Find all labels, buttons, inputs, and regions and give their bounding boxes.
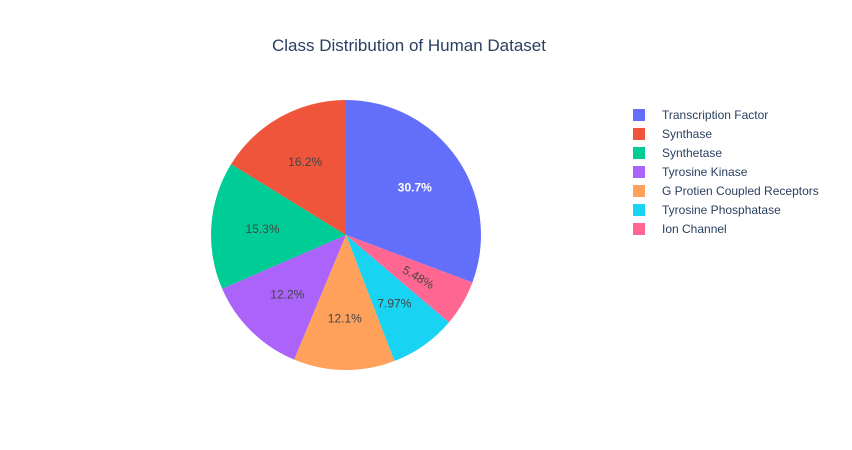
legend-label: G Protien Coupled Receptors <box>662 184 819 198</box>
legend-item-g-protien-coupled-receptors[interactable]: G Protien Coupled Receptors <box>633 184 819 198</box>
slice-label-synthetase: 15.3% <box>245 222 279 236</box>
legend-swatch <box>633 166 645 178</box>
chart-title: Class Distribution of Human Dataset <box>272 36 546 55</box>
pie-slice-synthetase[interactable] <box>211 164 346 289</box>
pie-slice-tyrosine-kinase[interactable] <box>222 235 346 360</box>
legend-label: Tyrosine Phosphatase <box>662 203 781 217</box>
legend-swatch <box>633 128 645 140</box>
legend-swatch <box>633 147 645 159</box>
slice-label-tyrosine-kinase: 12.2% <box>270 288 304 302</box>
pie-slice-tyrosine-phosphatase[interactable] <box>346 235 449 362</box>
legend-swatch <box>633 109 645 121</box>
legend-label: Transcription Factor <box>662 108 768 122</box>
legend-label: Synthase <box>662 127 712 141</box>
legend-label: Synthetase <box>662 146 722 160</box>
legend-label: Tyrosine Kinase <box>662 165 748 179</box>
legend-swatch <box>633 185 645 197</box>
legend-item-tyrosine-phosphatase[interactable]: Tyrosine Phosphatase <box>633 203 781 217</box>
pie-slice-g-protien-coupled-receptors[interactable] <box>294 235 395 370</box>
pie-slice-synthase[interactable] <box>231 100 346 235</box>
pie-slice-transcription-factor[interactable] <box>346 100 481 283</box>
pie-slices <box>211 100 481 370</box>
legend-label: Ion Channel <box>662 222 727 236</box>
legend-item-transcription-factor[interactable]: Transcription Factor <box>633 108 768 122</box>
slice-label-tyrosine-phosphatase: 7.97% <box>377 296 411 310</box>
legend-swatch <box>633 223 645 235</box>
legend-swatch <box>633 204 645 216</box>
legend-item-synthase[interactable]: Synthase <box>633 127 712 141</box>
legend-item-tyrosine-kinase[interactable]: Tyrosine Kinase <box>633 165 748 179</box>
slice-label-transcription-factor: 30.7% <box>398 180 432 194</box>
slice-label-g-protien-coupled-receptors: 12.1% <box>328 312 362 326</box>
legend: Transcription Factor Synthase Synthetase Ty… <box>633 108 819 236</box>
slice-label-synthase: 16.2% <box>288 155 322 169</box>
legend-item-synthetase[interactable]: Synthetase <box>633 146 722 160</box>
pie-slice-ion-channel[interactable] <box>346 235 473 323</box>
legend-item-ion-channel[interactable]: Ion Channel <box>633 222 727 236</box>
